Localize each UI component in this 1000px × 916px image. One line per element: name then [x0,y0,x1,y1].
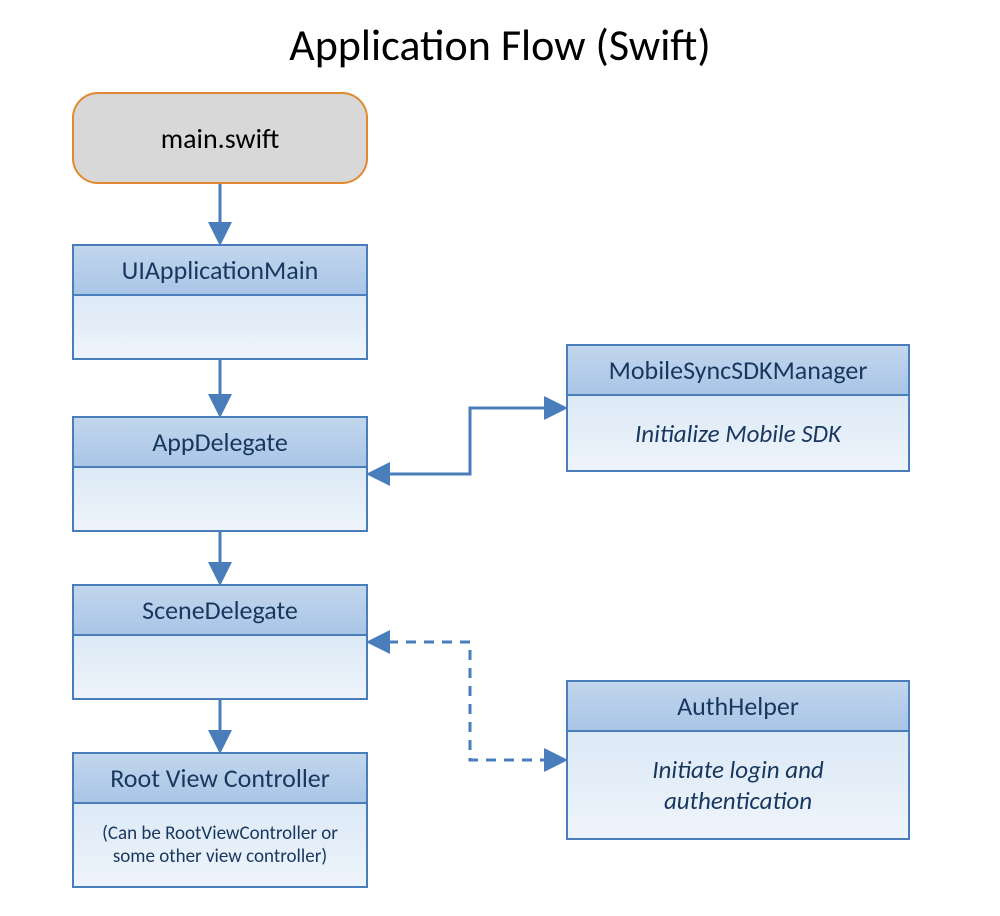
node-appdelegate: AppDelegate [72,416,368,532]
edge-appdelegate-mobilesync [370,408,564,474]
node-rootvc-header: Root View Controller [74,754,366,804]
node-appdelegate-body [74,468,366,530]
node-scenedelegate-body [74,636,366,698]
node-authhelper-header: AuthHelper [568,682,908,732]
node-rootvc-subtext: (Can be RootViewController or some other… [86,822,354,868]
node-uiapp-header: UIApplicationMain [74,246,366,296]
node-uiapplicationmain: UIApplicationMain [72,244,368,360]
node-appdelegate-header: AppDelegate [74,418,366,468]
node-mobilesync: MobileSyncSDKManager Initialize Mobile S… [566,344,910,472]
node-scenedelegate: SceneDelegate [72,584,368,700]
node-rootvc: Root View Controller (Can be RootViewCon… [72,752,368,888]
node-authhelper-subtext: Initiate login and authentication [580,754,896,816]
node-authhelper-body: Initiate login and authentication [568,732,908,838]
node-rootvc-body: (Can be RootViewController or some other… [74,804,366,886]
diagram-title: Application Flow (Swift) [0,18,1000,72]
node-uiapp-body [74,296,366,358]
node-authhelper: AuthHelper Initiate login and authentica… [566,680,910,840]
node-mobilesync-header: MobileSyncSDKManager [568,346,908,396]
node-main-label: main.swift [74,121,366,156]
edge-scenedelegate-authhelper [370,642,564,760]
node-scenedelegate-header: SceneDelegate [74,586,366,636]
node-mobilesync-body: Initialize Mobile SDK [568,396,908,470]
node-mobilesync-subtext: Initialize Mobile SDK [635,418,841,449]
node-main-swift: main.swift [72,92,368,184]
